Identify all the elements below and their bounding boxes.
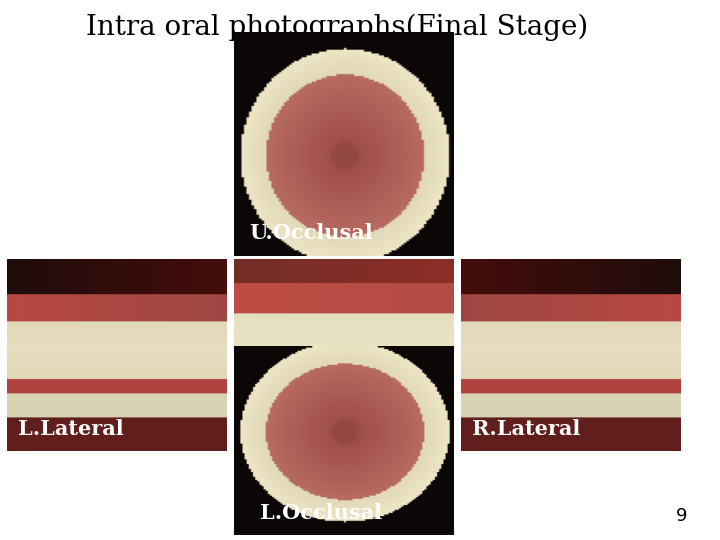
Text: L.Occlusal: L.Occlusal: [261, 503, 382, 523]
Text: R.Lateral: R.Lateral: [472, 420, 580, 440]
Text: Frontal: Frontal: [261, 420, 346, 440]
Text: L.Lateral: L.Lateral: [18, 420, 124, 440]
Text: Intra oral photographs(Final Stage): Intra oral photographs(Final Stage): [86, 14, 589, 41]
Text: U.Occlusal: U.Occlusal: [249, 223, 373, 243]
Text: 9: 9: [676, 507, 688, 525]
